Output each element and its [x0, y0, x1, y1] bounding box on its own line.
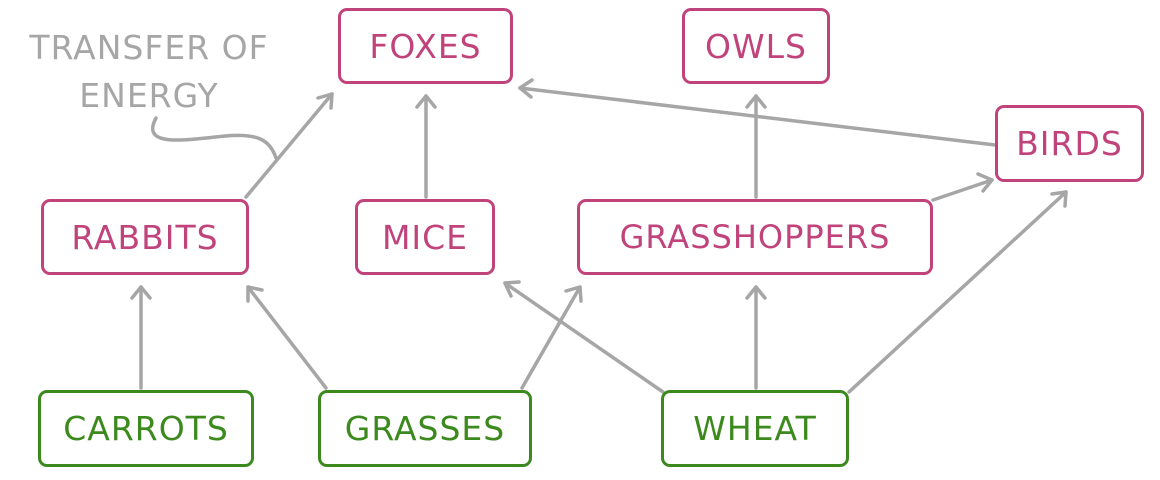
node-birds: BIRDS — [995, 105, 1144, 182]
arrow-carrots-to-rabbits — [130, 285, 152, 390]
node-wheat-label: WHEAT — [693, 409, 817, 448]
node-foxes: FOXES — [338, 8, 513, 84]
node-owls: OWLS — [682, 8, 830, 84]
node-grasses-label: GRASSES — [344, 409, 506, 448]
node-mice-label: MICE — [381, 217, 469, 257]
node-carrots-label: CARROTS — [63, 409, 229, 448]
annotation-line-2: ENERGY — [79, 76, 219, 115]
node-rabbits: RABBITS — [41, 199, 249, 275]
arrow-wheat-to-grasshoppers — [745, 285, 767, 390]
node-grasshoppers-label: GRASSHOPPERS — [619, 218, 891, 256]
node-mice: MICE — [355, 199, 495, 275]
annotation-line-1: TRANSFER OF — [29, 28, 269, 67]
node-foxes-label: FOXES — [369, 26, 482, 66]
node-rabbits-label: RABBITS — [71, 217, 219, 257]
arrow-grasshoppers-to-birds — [931, 172, 994, 202]
node-wheat: WHEAT — [661, 390, 849, 467]
node-birds-label: BIRDS — [1016, 124, 1123, 163]
node-grasses: GRASSES — [318, 390, 532, 467]
arrow-grasses-to-grasshoppers — [520, 285, 583, 390]
arrow-grasses-to-rabbits — [246, 285, 328, 390]
arrow-wheat-to-mice — [503, 280, 665, 394]
node-owls-label: OWLS — [705, 26, 807, 66]
arrow-rabbits-to-foxes — [244, 92, 334, 199]
annotation-leader — [151, 116, 278, 160]
arrow-mice-to-foxes — [415, 94, 437, 199]
annotation-transfer-of-energy: TRANSFER OF ENERGY — [8, 24, 290, 120]
arrow-wheat-to-birds — [847, 190, 1068, 394]
node-carrots: CARROTS — [38, 390, 254, 467]
node-grasshoppers: GRASSHOPPERS — [577, 199, 933, 275]
arrow-grasshoppers-to-owls — [745, 94, 767, 199]
